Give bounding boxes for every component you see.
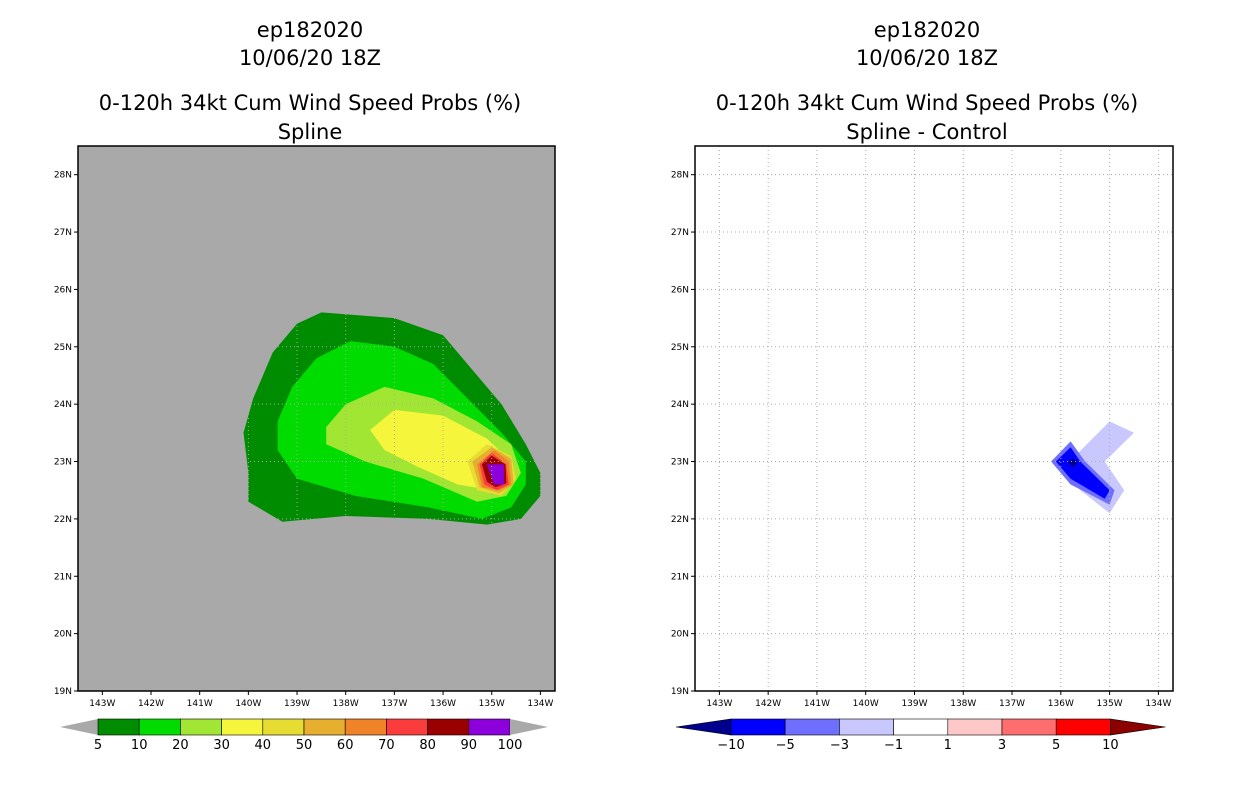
colorbar-label: 90	[461, 738, 478, 753]
colorbar-label: 30	[213, 738, 230, 753]
right-title-storm-id: ep182020	[873, 18, 981, 42]
contour-level-neg10	[1068, 458, 1078, 468]
x-tick-label: 134W	[1145, 699, 1171, 709]
y-tick-label: 23N	[54, 458, 72, 468]
y-tick-label: 20N	[54, 630, 72, 640]
colorbar-label: −1	[884, 738, 903, 753]
colorbar-label: 60	[337, 738, 354, 753]
left-subtitle: Spline	[277, 120, 343, 144]
y-tick-label: 22N	[671, 515, 689, 525]
colorbar-segment	[730, 718, 786, 736]
right-title-datetime: 10/06/20 18Z	[855, 46, 999, 70]
colorbar-segment	[1055, 718, 1111, 736]
y-tick-label: 25N	[54, 343, 72, 353]
colorbar-label: 10	[1102, 738, 1119, 753]
colorbar-segment	[180, 718, 222, 736]
x-tick-label: 143W	[706, 699, 732, 709]
colorbar-label: 70	[378, 738, 395, 753]
x-tick-label: 134W	[527, 699, 553, 709]
x-tick-label: 140W	[853, 699, 879, 709]
y-tick-label: 23N	[671, 458, 689, 468]
panel-storm: 143W 142W 141W 140W 139W 138W 137W 136W 135W 134W…	[54, 145, 556, 753]
colorbar-lower-end	[60, 719, 98, 735]
x-tick-label: 139W	[284, 699, 310, 709]
y-tick-label: 19N	[54, 687, 72, 697]
y-tick-label: 20N	[671, 630, 689, 640]
colorbar-lower-end	[675, 718, 732, 736]
y-tick-label: 28N	[54, 171, 72, 181]
colorbar-segment	[221, 718, 264, 736]
colorbar-label: 5	[94, 738, 102, 753]
colorbar-upper-end	[510, 719, 548, 735]
colorbar-label: 20	[172, 738, 189, 753]
colorbar-label: 50	[296, 738, 313, 753]
x-tick-label: 141W	[804, 699, 830, 709]
contour-level-90	[486, 464, 504, 485]
y-tick-label: 28N	[671, 171, 689, 181]
colorbar-upper-end	[1110, 718, 1166, 736]
colorbar-segment	[1001, 718, 1057, 736]
x-tick-label: 135W	[1097, 699, 1123, 709]
colorbar-segment	[427, 718, 470, 736]
right-title-product: 0-120h 34kt Cum Wind Speed Probs (%)	[715, 91, 1139, 115]
left-title-datetime: 10/06/20 18Z	[238, 46, 382, 70]
colorbar: −10 −5 −3 −1 1 3 5 10	[675, 718, 1166, 753]
panel-diff: 143W 142W 141W 140W 139W 138W 137W 136W 135W 134W…	[671, 145, 1174, 753]
y-tick-label: 25N	[671, 343, 689, 353]
colorbar-segment	[138, 718, 181, 736]
x-tick-label: 136W	[1048, 699, 1074, 709]
y-tick-label: 26N	[671, 285, 689, 295]
colorbar-label: 1	[944, 738, 952, 753]
x-tick-label: 136W	[430, 699, 456, 709]
y-tick-label: 27N	[671, 228, 689, 238]
colorbar-label: 80	[419, 738, 436, 753]
y-tick-label: 21N	[54, 572, 72, 582]
y-tick-label: 24N	[671, 400, 689, 410]
colorbar-segment	[303, 718, 346, 736]
colorbar-label: 5	[1052, 738, 1060, 753]
x-tick-label: 137W	[999, 699, 1025, 709]
y-tick-label: 19N	[671, 687, 689, 697]
colorbar-segment	[262, 718, 305, 736]
x-tick-label: 142W	[755, 699, 781, 709]
x-tick-label: 139W	[901, 699, 927, 709]
y-tick-label: 22N	[54, 515, 72, 525]
y-tick-label: 21N	[671, 572, 689, 582]
colorbar-label: 10	[131, 738, 148, 753]
y-tick-label: 27N	[54, 228, 72, 238]
colorbar-segment	[893, 718, 949, 736]
colorbar-label: 3	[998, 738, 1006, 753]
colorbar: 5 10 20 30 40 50 60 70 80 90 100	[60, 718, 548, 753]
contour-level-neg5	[1055, 447, 1110, 499]
colorbar-label: −10	[717, 738, 744, 753]
x-tick-label: 142W	[138, 699, 164, 709]
colorbar-label: 100	[498, 738, 523, 753]
x-tick-label: 138W	[950, 699, 976, 709]
plot-background	[695, 146, 1173, 691]
x-tick-label: 141W	[187, 699, 213, 709]
x-tick-label: 137W	[381, 699, 407, 709]
colorbar-segment	[468, 718, 511, 736]
right-subtitle: Spline - Control	[846, 120, 1008, 144]
plot-frame	[77, 145, 556, 692]
x-tick-label: 135W	[479, 699, 505, 709]
plot-frame	[694, 145, 1174, 692]
x-tick-label: 138W	[333, 699, 359, 709]
y-tick-label: 24N	[54, 400, 72, 410]
colorbar-segment	[839, 718, 894, 736]
colorbar-segment	[947, 718, 1003, 736]
colorbar-label: −5	[776, 738, 795, 753]
colorbar-segment	[784, 718, 840, 736]
x-tick-label: 143W	[89, 699, 115, 709]
x-tick-label: 140W	[235, 699, 261, 709]
colorbar-label: 40	[255, 738, 272, 753]
colorbar-segment	[344, 718, 387, 736]
y-tick-label: 26N	[54, 285, 72, 295]
colorbar-segment	[386, 718, 428, 736]
colorbar-label: −3	[830, 738, 849, 753]
left-title-storm-id: ep182020	[256, 18, 364, 42]
colorbar-segment	[97, 718, 140, 736]
left-title-product: 0-120h 34kt Cum Wind Speed Probs (%)	[98, 91, 522, 115]
